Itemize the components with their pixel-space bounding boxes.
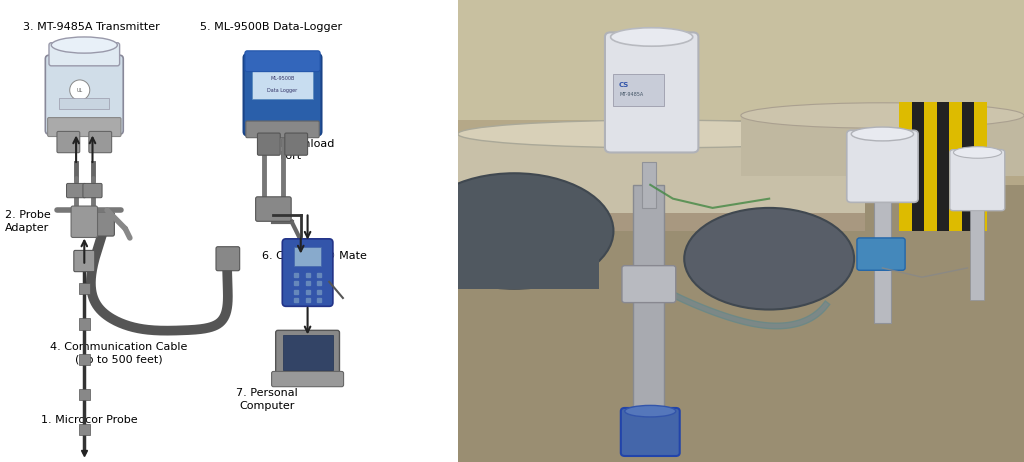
FancyBboxPatch shape [622,266,676,303]
Text: 3. MT-9485A Transmitter: 3. MT-9485A Transmitter [23,22,160,32]
Bar [899,102,912,231]
Text: Download
Port: Download Port [281,139,336,161]
Bar [962,102,974,231]
Bar [974,102,987,231]
Ellipse shape [458,120,865,148]
FancyBboxPatch shape [244,54,322,135]
Bar [79,318,90,329]
Text: ML-9500B: ML-9500B [270,76,295,81]
FancyBboxPatch shape [45,55,123,134]
Text: 1. Microcor Probe: 1. Microcor Probe [41,415,137,425]
Ellipse shape [51,37,118,53]
Ellipse shape [625,406,676,417]
FancyBboxPatch shape [49,43,120,66]
FancyBboxPatch shape [91,212,115,236]
Bar [458,129,1024,462]
Ellipse shape [953,147,1001,158]
Bar [912,102,925,231]
FancyBboxPatch shape [857,238,905,270]
Text: 4. Communication Cable
(up to 500 feet): 4. Communication Cable (up to 500 feet) [50,342,187,365]
Bar [79,424,90,435]
FancyBboxPatch shape [246,121,319,138]
Ellipse shape [684,208,854,310]
Bar [79,389,90,400]
Bar [925,102,937,231]
Bar [458,120,1024,185]
Bar [458,213,865,231]
FancyBboxPatch shape [605,32,698,152]
Bar [283,335,333,370]
FancyBboxPatch shape [74,250,95,272]
Bar [970,199,984,300]
Text: CS: CS [620,83,630,88]
Bar [458,0,1024,129]
Bar [613,74,665,106]
Ellipse shape [610,28,692,46]
FancyBboxPatch shape [257,133,281,155]
Text: 2. Probe
Adapter: 2. Probe Adapter [4,210,50,232]
FancyBboxPatch shape [245,51,321,72]
FancyBboxPatch shape [83,183,102,198]
FancyBboxPatch shape [256,197,291,221]
Bar [937,102,949,231]
Text: 5. ML-9500B Data-Logger: 5. ML-9500B Data-Logger [201,22,343,32]
Bar [294,247,322,266]
Bar [873,185,891,323]
FancyBboxPatch shape [283,239,333,306]
FancyBboxPatch shape [847,130,919,202]
Bar [79,283,90,294]
FancyBboxPatch shape [950,150,1005,211]
Bar [59,98,110,109]
Ellipse shape [741,103,1024,128]
Text: MT-9485A: MT-9485A [620,92,643,97]
FancyBboxPatch shape [271,371,344,387]
Text: 6. Corrdata® Mate: 6. Corrdata® Mate [262,251,367,261]
Bar [458,134,865,217]
Bar [458,231,599,289]
FancyBboxPatch shape [48,117,121,137]
Ellipse shape [416,173,613,289]
Circle shape [70,80,90,100]
Ellipse shape [851,127,913,141]
Bar [79,354,90,365]
FancyBboxPatch shape [89,131,112,152]
FancyBboxPatch shape [67,183,86,198]
Text: Data Logger: Data Logger [267,88,298,92]
Bar [633,185,665,453]
Text: UL: UL [77,88,83,92]
FancyBboxPatch shape [275,330,340,377]
FancyBboxPatch shape [621,408,680,456]
FancyBboxPatch shape [216,247,240,271]
Bar [949,102,962,231]
Bar [642,162,656,208]
Text: 7. Personal
Computer: 7. Personal Computer [236,389,297,411]
FancyBboxPatch shape [285,133,307,155]
Bar [252,67,313,99]
FancyBboxPatch shape [57,131,80,152]
Bar [741,116,1024,176]
FancyBboxPatch shape [71,206,97,237]
